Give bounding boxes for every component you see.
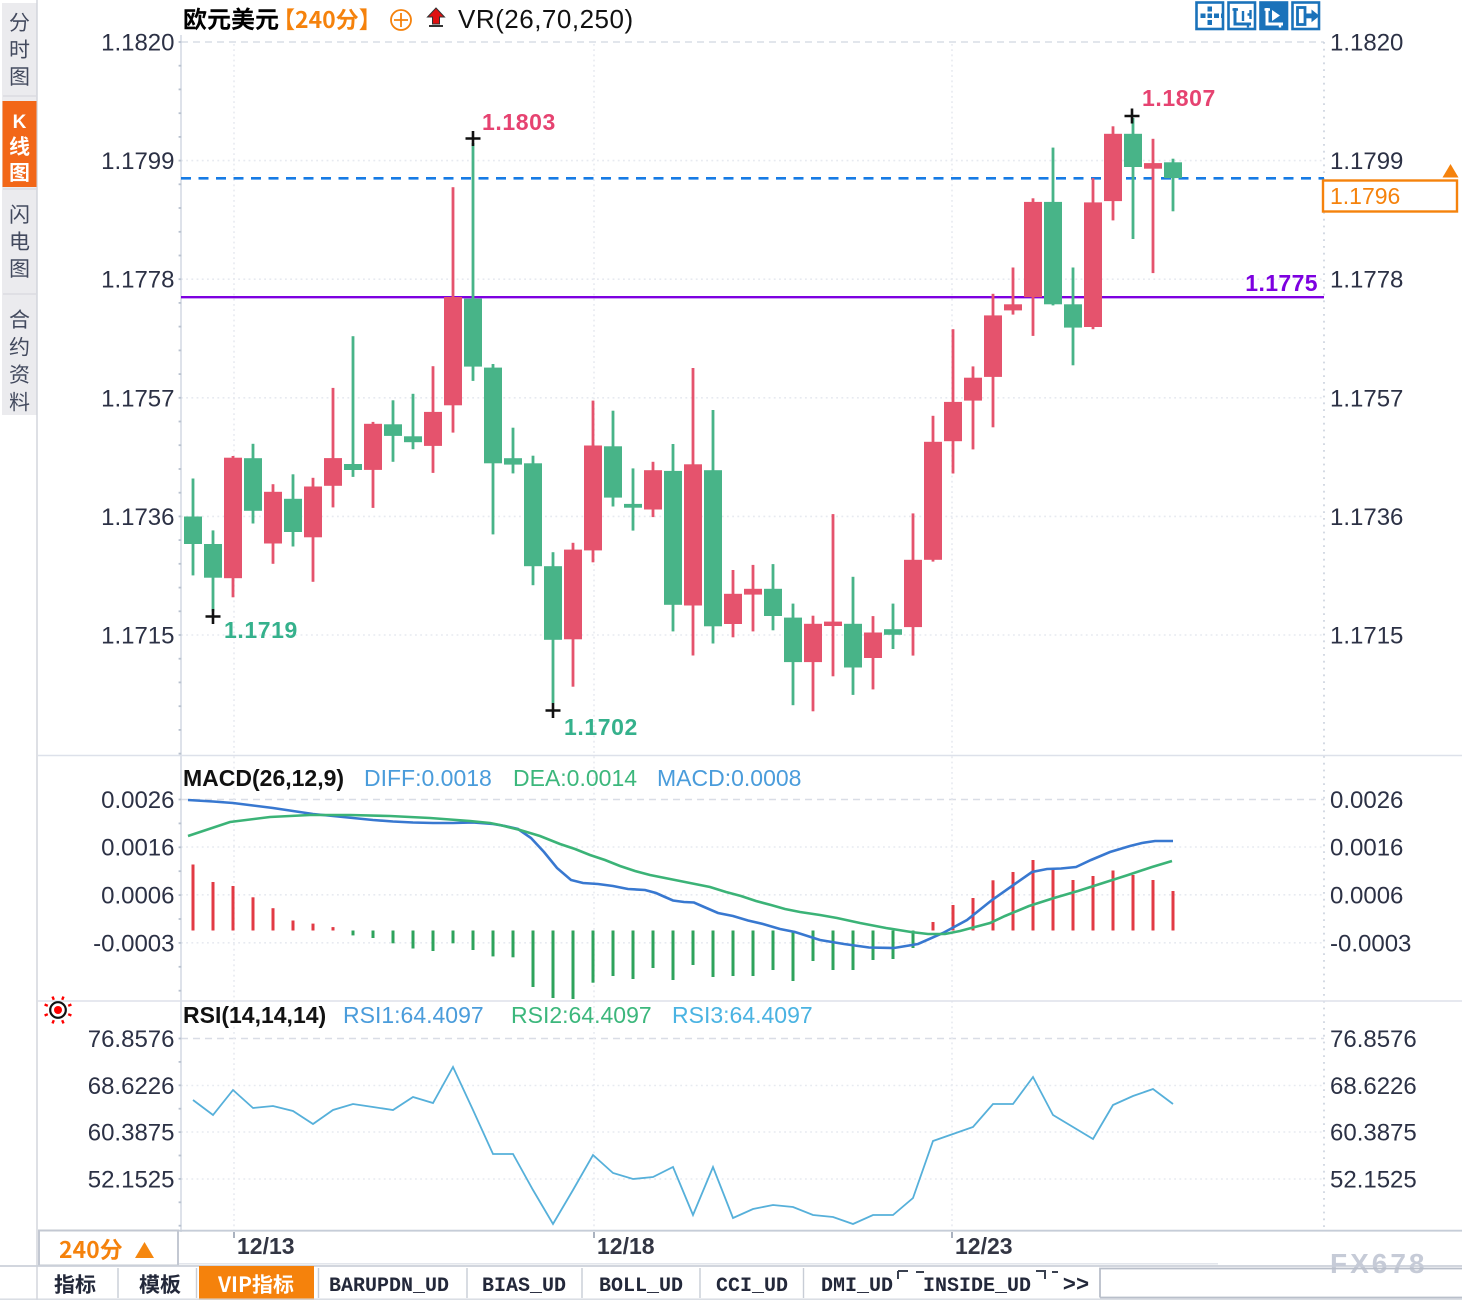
svg-text:1.1820: 1.1820 bbox=[1330, 30, 1403, 57]
svg-text:60.3875: 60.3875 bbox=[1330, 1120, 1417, 1147]
svg-text:RSI1:64.4097: RSI1:64.4097 bbox=[343, 1002, 484, 1028]
svg-text:0.0006: 0.0006 bbox=[101, 882, 174, 909]
svg-text:RSI3:64.4097: RSI3:64.4097 bbox=[672, 1002, 813, 1028]
svg-text:BARUPDN_UD: BARUPDN_UD bbox=[329, 1275, 449, 1298]
svg-text:76.8576: 76.8576 bbox=[1330, 1026, 1417, 1053]
svg-text:1.1778: 1.1778 bbox=[1330, 267, 1403, 294]
svg-text:12/23: 12/23 bbox=[955, 1233, 1013, 1259]
svg-text:-0.0003: -0.0003 bbox=[1330, 930, 1411, 957]
svg-text:1.1796: 1.1796 bbox=[1330, 183, 1400, 209]
svg-text:1.1736: 1.1736 bbox=[101, 504, 174, 531]
svg-text:BIAS_UD: BIAS_UD bbox=[482, 1275, 566, 1298]
svg-text:RSI2:64.4097: RSI2:64.4097 bbox=[511, 1002, 652, 1028]
svg-text:52.1525: 52.1525 bbox=[1330, 1167, 1417, 1194]
svg-text:52.1525: 52.1525 bbox=[88, 1167, 175, 1194]
svg-text:K: K bbox=[13, 112, 27, 133]
svg-text:0.0016: 0.0016 bbox=[1330, 835, 1403, 862]
svg-text:68.6226: 68.6226 bbox=[88, 1073, 175, 1100]
svg-text:0.0026: 0.0026 bbox=[1330, 787, 1403, 814]
svg-text:60.3875: 60.3875 bbox=[88, 1120, 175, 1147]
svg-text:VR(26,70,250): VR(26,70,250) bbox=[458, 4, 634, 34]
svg-text:1.1778: 1.1778 bbox=[101, 267, 174, 294]
svg-text:MACD(26,12,9): MACD(26,12,9) bbox=[183, 765, 344, 791]
svg-text:DIFF:0.0018: DIFF:0.0018 bbox=[364, 765, 492, 791]
svg-text:DMI_UD: DMI_UD bbox=[821, 1275, 893, 1298]
svg-text:MACD:0.0008: MACD:0.0008 bbox=[657, 765, 801, 791]
svg-text:RSI(14,14,14): RSI(14,14,14) bbox=[183, 1002, 326, 1028]
svg-text:1.1799: 1.1799 bbox=[101, 148, 174, 175]
svg-text:0.0006: 0.0006 bbox=[1330, 882, 1403, 909]
svg-text:1.1803: 1.1803 bbox=[482, 109, 556, 135]
svg-text:1.1736: 1.1736 bbox=[1330, 504, 1403, 531]
svg-text:DEA:0.0014: DEA:0.0014 bbox=[513, 765, 637, 791]
svg-text:12/18: 12/18 bbox=[597, 1233, 655, 1259]
svg-text:BOLL_UD: BOLL_UD bbox=[599, 1275, 683, 1298]
svg-text:INSIDE_UD: INSIDE_UD bbox=[923, 1275, 1031, 1298]
svg-text:0.0016: 0.0016 bbox=[101, 835, 174, 862]
svg-text:1.1702: 1.1702 bbox=[564, 714, 638, 740]
svg-text:68.6226: 68.6226 bbox=[1330, 1073, 1417, 1100]
svg-text:1.1715: 1.1715 bbox=[1330, 623, 1403, 650]
svg-text:12/13: 12/13 bbox=[237, 1233, 295, 1259]
svg-text:1.1757: 1.1757 bbox=[1330, 385, 1403, 412]
svg-text:FX678: FX678 bbox=[1330, 1248, 1428, 1279]
svg-text:1.1775: 1.1775 bbox=[1245, 270, 1318, 296]
svg-text:>>: >> bbox=[1063, 1273, 1089, 1298]
svg-text:-0.0003: -0.0003 bbox=[93, 930, 174, 957]
svg-text:1.1820: 1.1820 bbox=[101, 30, 174, 57]
svg-text:1.1715: 1.1715 bbox=[101, 623, 174, 650]
svg-text:1.1807: 1.1807 bbox=[1142, 85, 1216, 111]
svg-text:1.1799: 1.1799 bbox=[1330, 148, 1403, 175]
svg-text:76.8576: 76.8576 bbox=[88, 1026, 175, 1053]
svg-text:CCI_UD: CCI_UD bbox=[716, 1275, 788, 1298]
svg-text:1.1719: 1.1719 bbox=[224, 617, 298, 643]
svg-text:1.1757: 1.1757 bbox=[101, 385, 174, 412]
svg-text:0.0026: 0.0026 bbox=[101, 787, 174, 814]
